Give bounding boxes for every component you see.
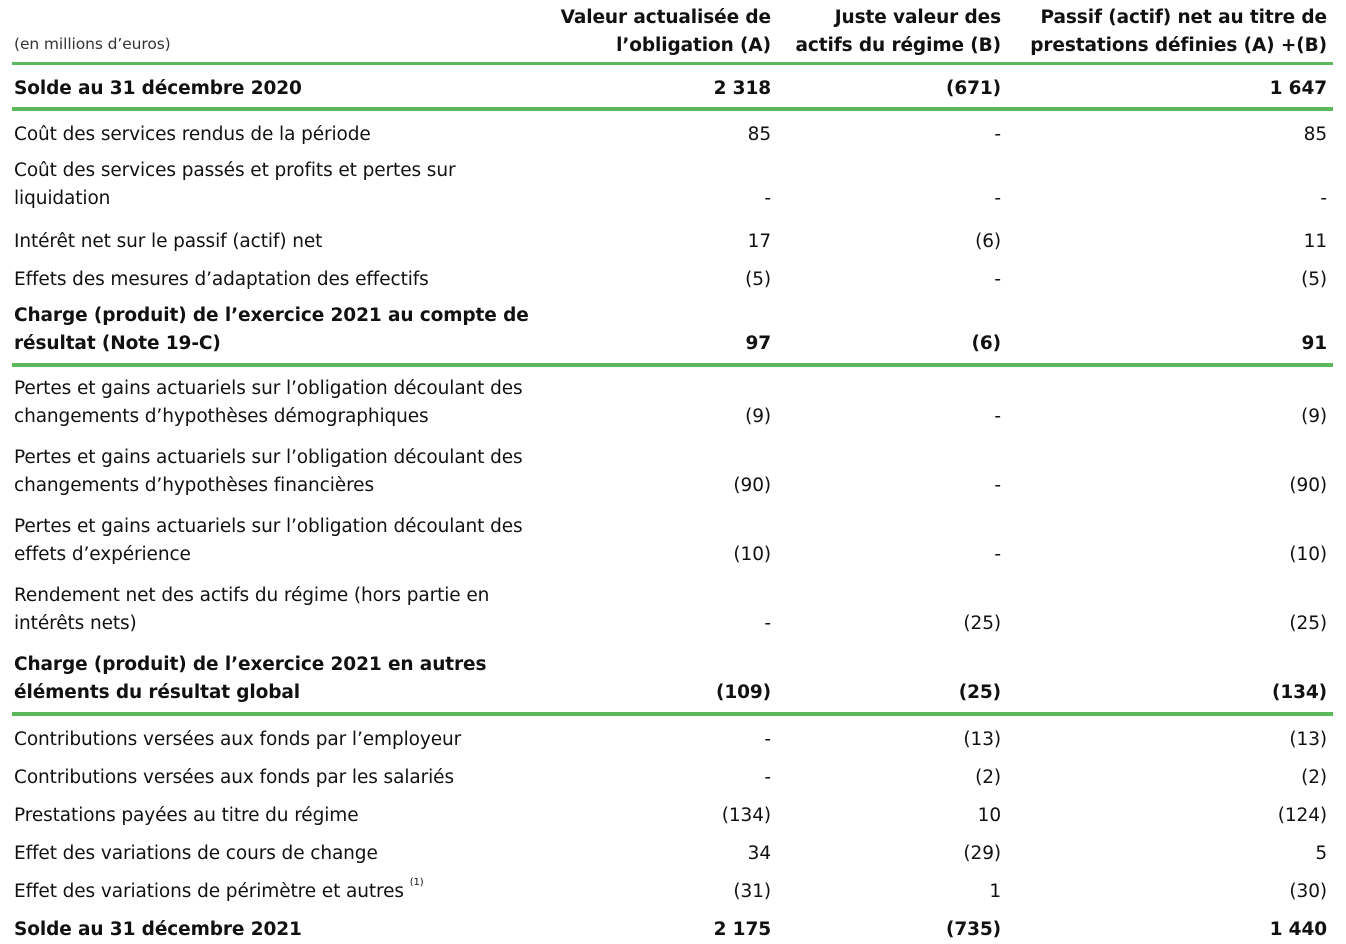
row-label: Pertes et gains actuariels sur l’obligat… xyxy=(14,516,523,565)
table-row: Coût des services rendus de la période 8… xyxy=(12,109,1333,149)
cell-a: (31) xyxy=(733,881,771,902)
cell-b: (735) xyxy=(945,919,1001,940)
row-label: Charge (produit) de l’exercice 2021 au c… xyxy=(14,305,529,354)
row-label: Intérêt net sur le passif (actif) net xyxy=(14,231,323,252)
cell-b: - xyxy=(994,406,1001,427)
cell-c: (10) xyxy=(1289,544,1327,565)
cell-c: - xyxy=(1320,188,1327,209)
cell-c: (13) xyxy=(1289,729,1327,750)
table-row: Intérêt net sur le passif (actif) net 17… xyxy=(12,218,1333,256)
cell-c: 11 xyxy=(1303,231,1327,252)
table-row: Contributions versées aux fonds par les … xyxy=(12,754,1333,792)
table-row: Pertes et gains actuariels sur l’obligat… xyxy=(12,365,1333,436)
cell-b: - xyxy=(994,124,1001,145)
cell-b: (13) xyxy=(963,729,1001,750)
cell-a: - xyxy=(764,767,771,788)
cell-b: (2) xyxy=(975,767,1001,788)
row-label: Effets des mesures d’adaptation des effe… xyxy=(14,269,429,290)
row-label: Pertes et gains actuariels sur l’obligat… xyxy=(14,447,523,496)
row-label: Solde au 31 décembre 2020 xyxy=(14,78,302,99)
header-net-liability: Passif (actif) net au titre de prestation… xyxy=(1030,7,1327,56)
cell-c: (30) xyxy=(1289,881,1327,902)
row-label: Rendement net des actifs du régime (hors… xyxy=(14,585,490,634)
table-row: Effet des variations de périmètre et aut… xyxy=(12,868,1333,906)
cell-b: (25) xyxy=(958,682,1001,703)
cell-b: 10 xyxy=(977,805,1001,826)
cell-b: - xyxy=(994,269,1001,290)
cell-b: (25) xyxy=(963,613,1001,634)
cell-a: (9) xyxy=(745,406,771,427)
table-row: Pertes et gains actuariels sur l’obligat… xyxy=(12,436,1333,505)
cell-c: (25) xyxy=(1289,613,1327,634)
cell-a: - xyxy=(764,188,771,209)
row-label: Coût des services rendus de la période xyxy=(14,124,371,145)
table-row: Prestations payées au titre du régime (1… xyxy=(12,792,1333,830)
cell-c: (90) xyxy=(1289,475,1327,496)
cell-a: (90) xyxy=(733,475,771,496)
pension-reconciliation-table: (en millions d’euros) Valeur actualisée … xyxy=(12,0,1333,944)
cell-c: 1 440 xyxy=(1269,919,1328,940)
cell-c: (5) xyxy=(1301,269,1327,290)
header-obligation: Valeur actualisée de l’obligation (A) xyxy=(560,7,771,56)
row-label: Contributions versées aux fonds par l’em… xyxy=(14,729,462,750)
table-row: Pertes et gains actuariels sur l’obligat… xyxy=(12,505,1333,574)
row-label: Contributions versées aux fonds par les … xyxy=(14,767,454,788)
table-row: Contributions versées aux fonds par l’em… xyxy=(12,714,1333,754)
cell-a: 2 175 xyxy=(713,919,772,940)
cell-a: (10) xyxy=(733,544,771,565)
cell-b: (671) xyxy=(945,78,1001,99)
cell-a: - xyxy=(764,613,771,634)
table-row: Coût des services passés et profits et p… xyxy=(12,149,1333,218)
row-label: Prestations payées au titre du régime xyxy=(14,805,359,826)
cell-b: (6) xyxy=(971,333,1002,354)
cell-c: (124) xyxy=(1277,805,1327,826)
row-label: Effet des variations de périmètre et aut… xyxy=(14,877,424,902)
cell-c: (2) xyxy=(1301,767,1327,788)
table-row-oci-subtotal: Charge (produit) de l’exercice 2021 en a… xyxy=(12,643,1333,714)
table-row-income-statement-subtotal: Charge (produit) de l’exercice 2021 au c… xyxy=(12,294,1333,365)
cell-b: - xyxy=(994,475,1001,496)
row-label: Coût des services passés et profits et p… xyxy=(14,160,456,209)
cell-a: 85 xyxy=(747,124,771,145)
cell-b: (6) xyxy=(975,231,1001,252)
row-label: Effet des variations de cours de change xyxy=(14,843,378,864)
cell-c: 5 xyxy=(1315,843,1327,864)
cell-b: 1 xyxy=(989,881,1001,902)
row-label: Charge (produit) de l’exercice 2021 en a… xyxy=(14,654,487,703)
cell-a: (109) xyxy=(715,682,771,703)
row-label: Solde au 31 décembre 2021 xyxy=(14,919,302,940)
cell-b: - xyxy=(994,188,1001,209)
row-label: Pertes et gains actuariels sur l’obligat… xyxy=(14,378,523,427)
cell-a: (134) xyxy=(721,805,771,826)
table-row: Rendement net des actifs du régime (hors… xyxy=(12,574,1333,643)
header-plan-assets: Juste valeur des actifs du régime (B) xyxy=(795,7,1001,56)
table-row: Effets des mesures d’adaptation des effe… xyxy=(12,256,1333,294)
cell-a: 17 xyxy=(747,231,771,252)
cell-c: 91 xyxy=(1301,333,1327,354)
table-row-closing-balance: Solde au 31 décembre 2021 2 175 (735) 1 … xyxy=(12,906,1333,944)
cell-a: 97 xyxy=(745,333,771,354)
cell-c: (134) xyxy=(1271,682,1327,703)
cell-a: 2 318 xyxy=(713,78,772,99)
table-row: Effet des variations de cours de change … xyxy=(12,830,1333,868)
cell-b: (29) xyxy=(963,843,1001,864)
cell-a: - xyxy=(764,729,771,750)
unit-label: (en millions d’euros) xyxy=(14,35,171,53)
pension-table-page: (en millions d’euros) Valeur actualisée … xyxy=(12,7,1333,940)
cell-c: (9) xyxy=(1301,406,1327,427)
footnote-marker: (1) xyxy=(409,877,424,888)
cell-b: - xyxy=(994,544,1001,565)
cell-a: 34 xyxy=(747,843,771,864)
cell-a: (5) xyxy=(745,269,771,290)
table-header-row: (en millions d’euros) Valeur actualisée … xyxy=(12,0,1333,64)
cell-c: 1 647 xyxy=(1269,78,1328,99)
cell-c: 85 xyxy=(1303,124,1327,145)
table-row-opening-balance: Solde au 31 décembre 2020 2 318 (671) 1 … xyxy=(12,64,1333,109)
